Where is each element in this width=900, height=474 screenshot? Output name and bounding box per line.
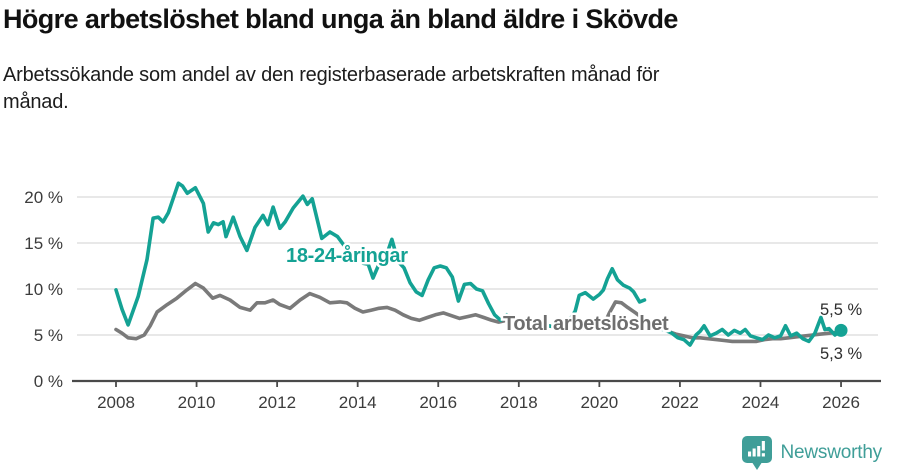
line-youth	[657, 315, 843, 347]
end-value-label: 5,5 %	[820, 301, 863, 319]
line-youth	[114, 181, 647, 330]
series-label-total: Total arbetslöshet	[503, 313, 669, 335]
brand-wordmark: Newsworthy	[780, 442, 883, 463]
y-axis-tick-label: 15 %	[24, 234, 63, 253]
x-axis-tick-label: 2014	[339, 393, 377, 412]
x-axis-tick-label: 2022	[661, 393, 699, 412]
x-axis-tick-label: 2008	[97, 393, 135, 412]
x-axis-tick-label: 2026	[822, 393, 860, 412]
x-axis-tick-label: 2024	[742, 393, 780, 412]
newsworthy-pin-barchart-icon	[741, 436, 772, 470]
line-total	[114, 281, 647, 341]
brand-footer: Newsworthy	[741, 436, 883, 470]
x-axis-tick-label: 2018	[500, 393, 538, 412]
y-axis-tick-label: 20 %	[24, 188, 63, 207]
x-axis-tick-label: 2010	[178, 393, 216, 412]
series-label-youth: 18-24-åringar	[286, 244, 408, 267]
x-axis-tick-label: 2016	[419, 393, 457, 412]
x-axis-tick-label: 2020	[580, 393, 618, 412]
y-axis-tick-label: 5 %	[34, 326, 63, 345]
page-subtitle: Arbetssökande som andel av den registerb…	[3, 64, 660, 113]
end-value-label: 5,3 %	[820, 345, 863, 363]
series-end-dot	[834, 323, 848, 337]
page-title: Högre arbetslöshet bland unga än bland ä…	[3, 4, 678, 34]
y-axis-tick-label: 10 %	[24, 280, 63, 299]
x-axis-tick-label: 2012	[258, 393, 296, 412]
y-axis-tick-label: 0 %	[34, 372, 63, 391]
